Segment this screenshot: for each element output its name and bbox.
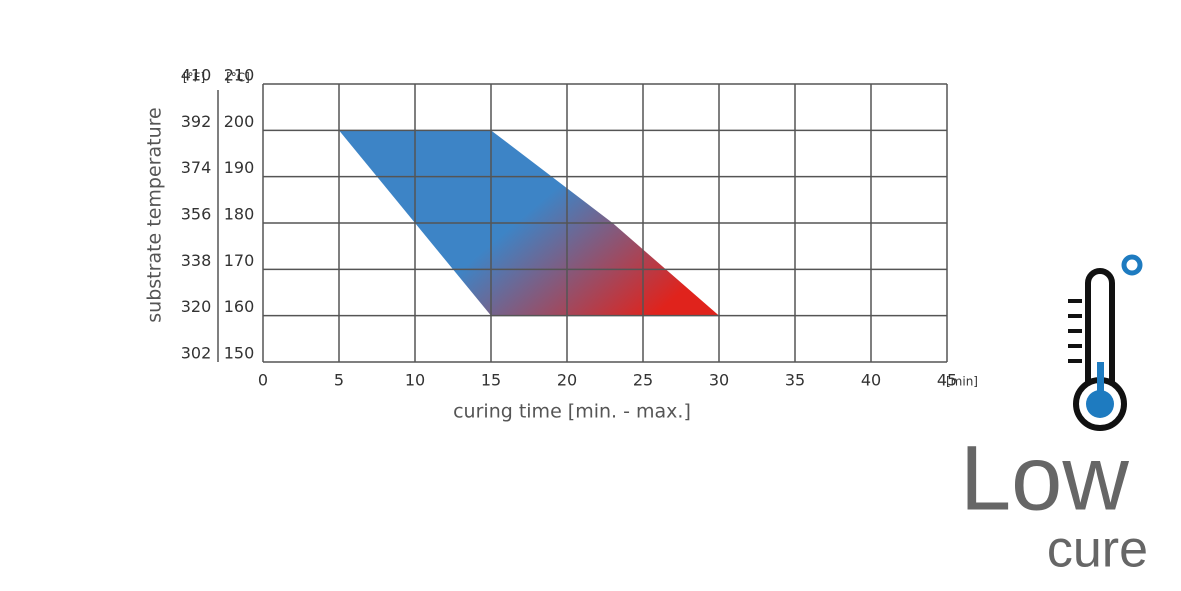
x-tick-label: 0 <box>258 371 268 390</box>
thermometer-icon <box>1068 254 1143 431</box>
x-tick-label: 10 <box>405 371 425 390</box>
x-tick-label: 35 <box>785 371 805 390</box>
y-tick-label: 200 <box>224 112 255 131</box>
y2-tick-label: 392 <box>181 112 212 131</box>
x-tick-label: 45 <box>937 371 957 390</box>
plot-area: 0 5 10 15 20 25 30 35 40 45 150 160 170 180 190 200 210 3… <box>181 66 957 390</box>
y-tick-label: 180 <box>224 205 255 224</box>
x-tick-label: 25 <box>633 371 653 390</box>
x-tick-label: 20 <box>557 371 577 390</box>
y2-tick-label: 302 <box>181 344 212 363</box>
y-tick-label: 150 <box>224 344 255 363</box>
y2-tick-label: 356 <box>181 205 212 224</box>
brand-line2: cure <box>1047 521 1148 579</box>
y2-tick-label: 320 <box>181 297 212 316</box>
x-tick-label: 30 <box>709 371 729 390</box>
x-tick-label: 15 <box>481 371 501 390</box>
x-tick-label: 40 <box>861 371 881 390</box>
y-tick-label: 170 <box>224 251 255 270</box>
y-axis-label: substrate temperature <box>144 107 166 322</box>
y-unit: [°C] <box>226 71 250 85</box>
y2-tick-label: 410 <box>181 66 212 85</box>
x-tick-label: 5 <box>334 371 344 390</box>
y-tick-label: 160 <box>224 297 255 316</box>
y-tick-label: 190 <box>224 158 255 177</box>
x-axis-label: curing time [min. - max.] <box>453 401 691 423</box>
y2-unit: [°F] <box>183 71 205 85</box>
y2-tick-label: 338 <box>181 251 212 270</box>
y-tick-label: 210 <box>224 66 255 85</box>
x-unit: [min] <box>946 375 978 389</box>
brand-line1: Low <box>960 427 1129 529</box>
y2-tick-label: 374 <box>181 158 212 177</box>
